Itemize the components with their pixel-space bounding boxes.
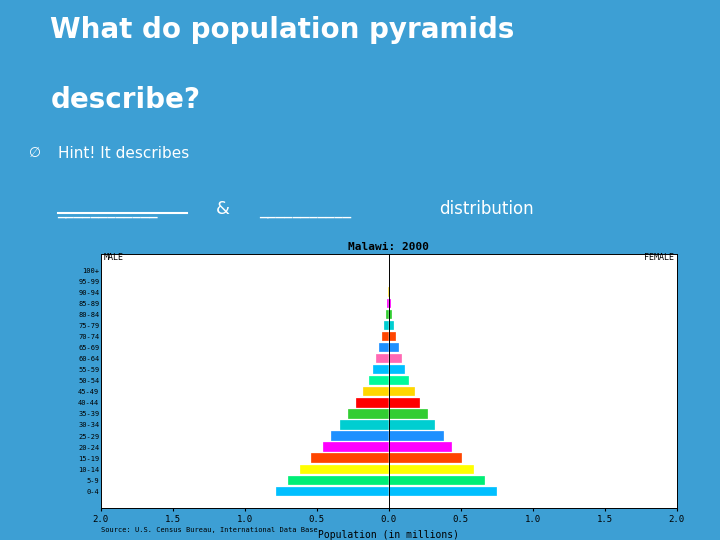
Bar: [379, 343, 389, 352]
Text: describe?: describe?: [50, 86, 200, 114]
Text: FEMALE: FEMALE: [644, 253, 674, 262]
Text: ____________: ____________: [58, 200, 158, 218]
Bar: [384, 321, 389, 330]
Bar: [389, 309, 392, 319]
Bar: [389, 321, 394, 330]
Bar: [389, 354, 402, 363]
Text: distribution: distribution: [439, 200, 534, 218]
Bar: [389, 420, 435, 430]
Bar: [387, 299, 389, 308]
Bar: [376, 354, 389, 363]
Title: Malawi: 2000: Malawi: 2000: [348, 241, 429, 252]
Bar: [389, 299, 391, 308]
Bar: [348, 409, 389, 418]
Bar: [276, 487, 389, 496]
Text: MALE: MALE: [104, 253, 124, 262]
X-axis label: Population (in millions): Population (in millions): [318, 530, 459, 540]
Text: ___________: ___________: [259, 200, 351, 218]
Bar: [389, 431, 444, 441]
Bar: [311, 454, 389, 463]
Bar: [331, 431, 389, 441]
Bar: [288, 476, 389, 485]
Bar: [340, 420, 389, 430]
Bar: [323, 442, 389, 452]
Bar: [389, 476, 485, 485]
Bar: [389, 409, 428, 418]
Bar: [382, 332, 389, 341]
Bar: [388, 287, 389, 297]
Bar: [300, 464, 389, 474]
Bar: [389, 398, 420, 408]
Text: Hint! It describes: Hint! It describes: [58, 146, 189, 161]
Bar: [389, 343, 399, 352]
Bar: [363, 387, 389, 396]
Text: Source: U.S. Census Bureau, International Data Base.: Source: U.S. Census Bureau, Internationa…: [101, 527, 322, 533]
Text: &: &: [216, 200, 230, 218]
Bar: [389, 376, 409, 386]
Bar: [389, 365, 405, 374]
Bar: [389, 454, 462, 463]
Bar: [389, 387, 415, 396]
Bar: [389, 487, 497, 496]
Bar: [389, 464, 474, 474]
Text: ∅: ∅: [29, 146, 41, 160]
Bar: [373, 365, 389, 374]
Bar: [386, 309, 389, 319]
Text: What do population pyramids: What do population pyramids: [50, 16, 515, 44]
Bar: [389, 287, 390, 297]
Bar: [389, 332, 396, 341]
Text: ____________: ____________: [58, 200, 158, 218]
Bar: [369, 376, 389, 386]
Bar: [356, 398, 389, 408]
Bar: [389, 442, 452, 452]
